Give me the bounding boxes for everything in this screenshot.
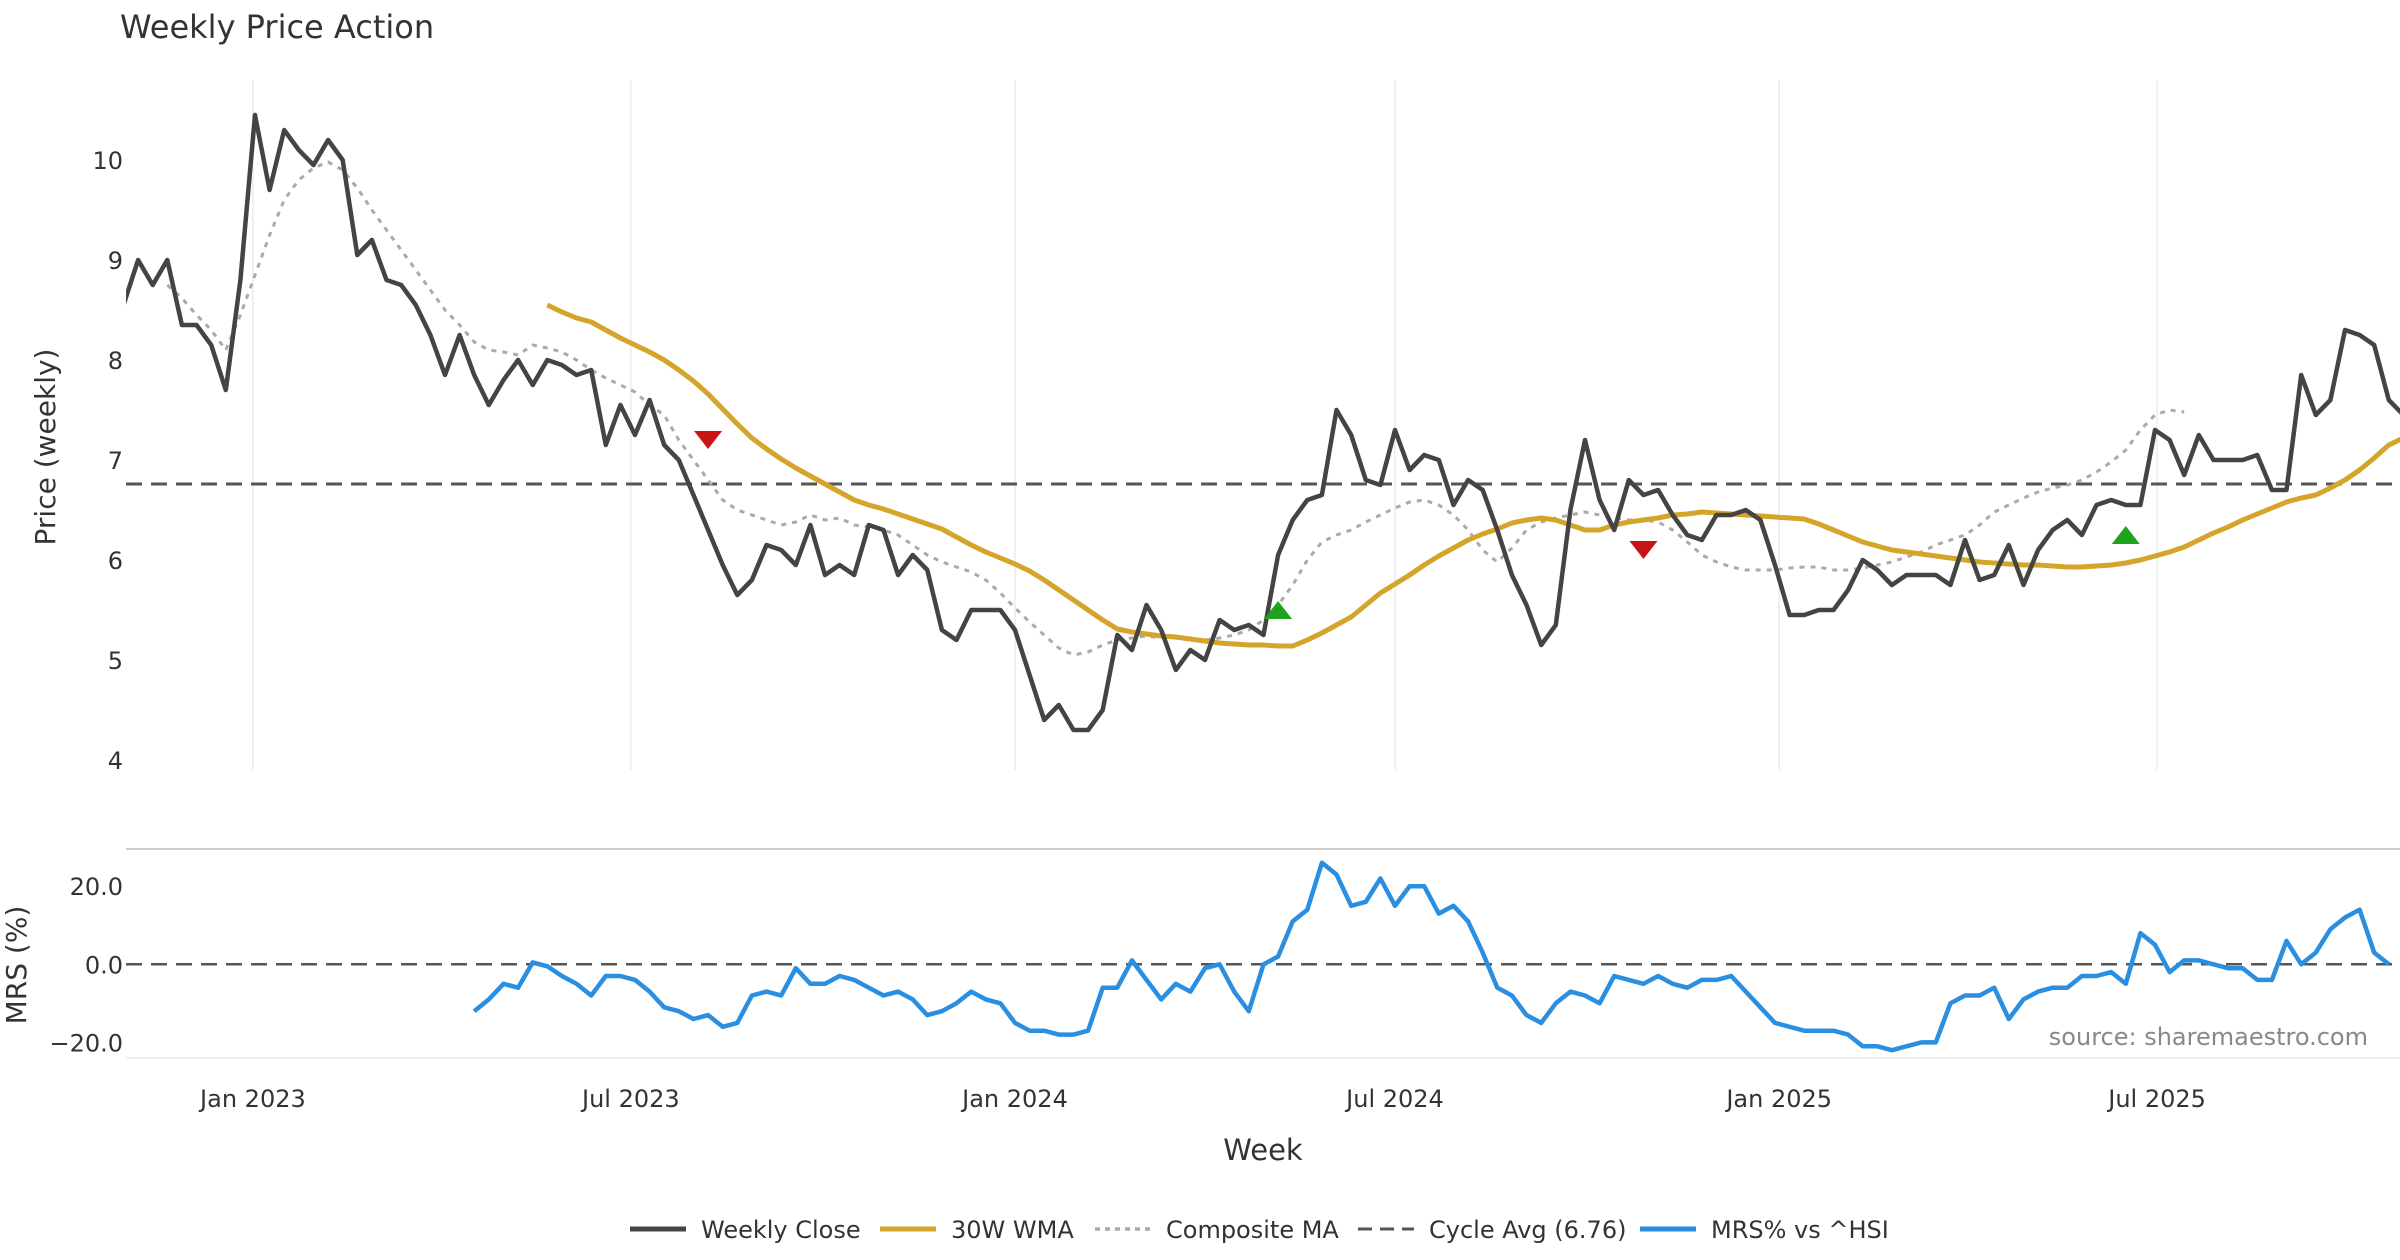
price-y-tick-label: 8 — [108, 347, 123, 375]
legend-label: Cycle Avg (6.76) — [1429, 1216, 1626, 1244]
series-line-composite-ma — [166, 160, 2185, 657]
price-y-tick-label: 9 — [108, 247, 123, 275]
price-y-tick-label: 7 — [108, 447, 123, 475]
x-tick-label: Jan 2024 — [960, 1085, 1068, 1113]
price-y-tick-label: 6 — [108, 547, 123, 575]
sell-signal-marker — [1629, 541, 1658, 559]
x-tick-label: Jan 2025 — [1724, 1085, 1832, 1113]
buy-signal-marker — [1264, 601, 1293, 619]
mrs-y-tick-label: 20.0 — [70, 873, 123, 901]
price-y-tick-label: 4 — [108, 747, 123, 775]
mrs-panel: −20.0 0.0 20.0 — [49, 848, 2400, 1059]
series-line-weekly-close — [126, 112, 2400, 733]
series-line-mrs — [472, 860, 2391, 1053]
x-axis: Jan 2023 Jul 2023 Jan 2024 Jul 2024 Jan 2025… — [198, 1085, 2206, 1113]
x-tick-label: Jul 2023 — [580, 1085, 680, 1113]
legend-label: MRS% vs ^HSI — [1711, 1216, 1889, 1244]
chart-title: Weekly Price Action — [120, 8, 434, 46]
sell-signal-marker — [694, 431, 723, 449]
price-panel: 4 5 6 7 8 9 10 — [92, 80, 2400, 775]
legend-label: Weekly Close — [701, 1216, 861, 1244]
mrs-y-axis-label: MRS (%) — [0, 906, 33, 1025]
legend: Weekly Close 30W WMA Composite MA Cycle Avg… — [630, 1216, 1889, 1244]
series-line-30w-wma — [546, 302, 2400, 649]
buy-signal-marker — [2111, 526, 2140, 544]
source-note: source: sharemaestro.com — [2049, 1023, 2368, 1051]
x-tick-label: Jul 2025 — [2106, 1085, 2206, 1113]
mrs-y-tick-label: 0.0 — [85, 951, 123, 979]
price-y-axis-label: Price (weekly) — [29, 349, 62, 546]
mrs-y-tick-label: −20.0 — [49, 1029, 123, 1057]
legend-label: Composite MA — [1166, 1216, 1339, 1244]
x-axis-label: Week — [1223, 1133, 1303, 1167]
price-y-tick-label: 10 — [92, 147, 123, 175]
x-tick-label: Jan 2023 — [198, 1085, 306, 1113]
x-tick-label: Jul 2024 — [1344, 1085, 1444, 1113]
price-y-tick-label: 5 — [108, 647, 123, 675]
legend-label: 30W WMA — [951, 1216, 1074, 1244]
